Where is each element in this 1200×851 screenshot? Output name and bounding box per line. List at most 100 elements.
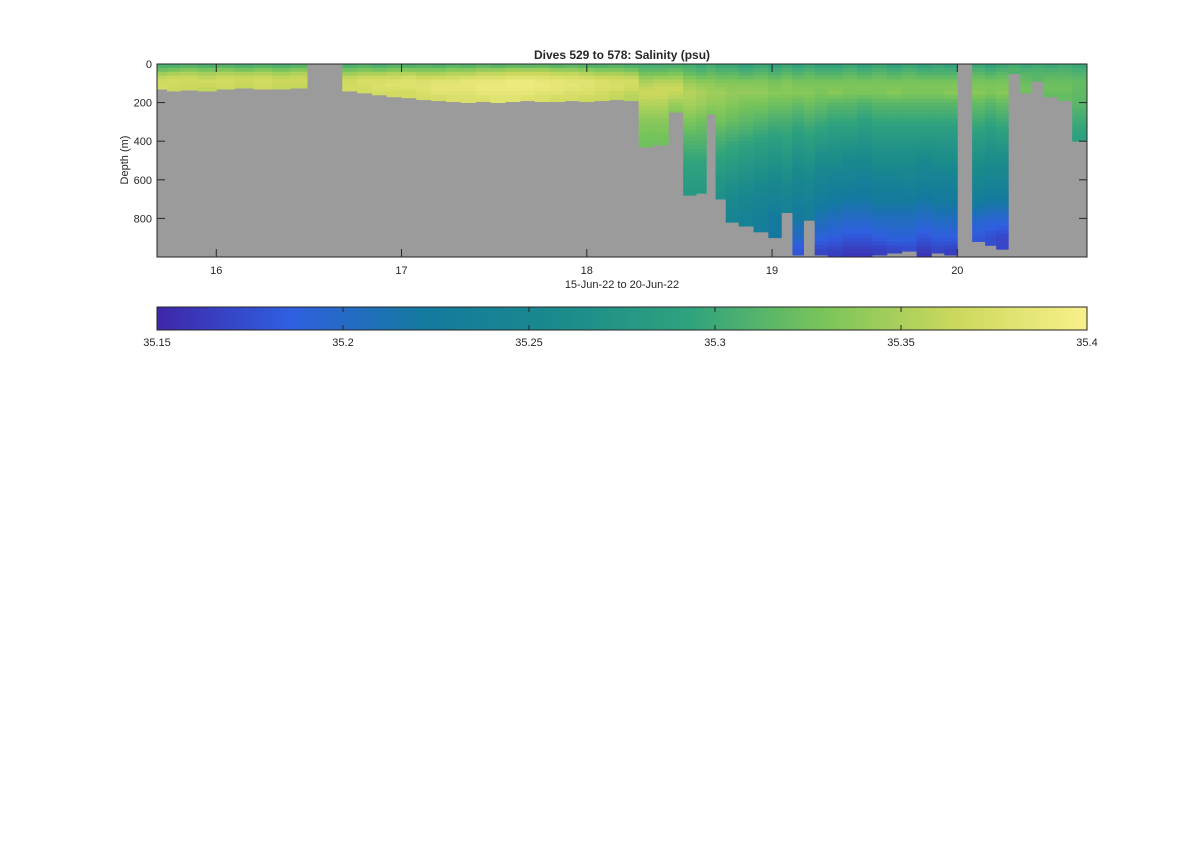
- salinity-cell: [781, 118, 793, 123]
- salinity-cell: [768, 179, 782, 185]
- salinity-cell: [638, 121, 654, 127]
- salinity-cell: [725, 145, 740, 150]
- salinity-cell: [814, 118, 829, 123]
- salinity-cell: [475, 71, 491, 76]
- salinity-cell: [549, 71, 565, 76]
- salinity-cell: [814, 75, 829, 80]
- salinity-cell: [916, 229, 932, 235]
- salinity-cell: [768, 187, 782, 192]
- salinity-cell: [803, 121, 816, 127]
- salinity-cell: [706, 71, 716, 76]
- salinity-cell: [972, 222, 986, 227]
- salinity-cell: [872, 102, 888, 107]
- salinity-cell: [792, 125, 804, 131]
- salinity-cell: [579, 75, 595, 80]
- salinity-cell: [901, 79, 917, 84]
- salinity-cell: [872, 145, 888, 150]
- salinity-cell: [916, 175, 932, 181]
- salinity-cell: [872, 125, 888, 131]
- salinity-cell: [792, 114, 804, 119]
- salinity-cell: [916, 137, 932, 142]
- salinity-cell: [803, 199, 816, 204]
- salinity-cell: [738, 214, 754, 219]
- salinity-cell: [842, 129, 858, 134]
- salinity-cell: [901, 210, 917, 215]
- salinity-cell: [972, 191, 986, 196]
- salinity-cell: [842, 253, 858, 257]
- salinity-cell: [886, 229, 903, 235]
- salinity-cell: [738, 114, 754, 119]
- salinity-cell: [972, 164, 986, 169]
- salinity-cell: [753, 118, 769, 123]
- salinity-cell: [753, 156, 769, 161]
- salinity-cell: [996, 206, 1009, 212]
- salinity-cell: [857, 118, 873, 123]
- salinity-cell: [715, 168, 727, 173]
- salinity-cell: [985, 114, 997, 119]
- salinity-cell: [931, 83, 945, 88]
- salinity-cell: [931, 229, 945, 235]
- salinity-cell: [842, 94, 858, 100]
- salinity-cell: [901, 206, 917, 212]
- salinity-cell: [792, 168, 804, 173]
- salinity-cell: [579, 98, 595, 103]
- salinity-cell: [753, 172, 769, 177]
- salinity-cell: [431, 71, 447, 76]
- profile-column: [1031, 64, 1044, 82]
- salinity-cell: [696, 64, 707, 69]
- salinity-cell: [996, 168, 1009, 173]
- salinity-cell: [996, 210, 1009, 215]
- salinity-cell: [216, 64, 236, 69]
- salinity-cell: [803, 125, 816, 131]
- salinity-cell: [996, 94, 1009, 100]
- salinity-cell: [768, 98, 782, 103]
- profile-column: [901, 64, 917, 252]
- salinity-cell: [996, 141, 1009, 146]
- salinity-cell: [1057, 91, 1073, 96]
- salinity-cell: [623, 79, 640, 84]
- salinity-cell: [668, 94, 684, 100]
- salinity-cell: [916, 233, 932, 239]
- salinity-cell: [916, 71, 932, 76]
- profile-column: [416, 64, 432, 101]
- salinity-cell: [886, 106, 903, 111]
- salinity-cell: [253, 75, 273, 80]
- salinity-cell: [944, 210, 958, 215]
- salinity-cell: [872, 148, 888, 154]
- salinity-cell: [715, 160, 727, 165]
- salinity-cell: [985, 121, 997, 127]
- salinity-cell: [814, 91, 829, 96]
- salinity-cell: [996, 148, 1009, 154]
- salinity-cell: [386, 67, 402, 73]
- salinity-cell: [972, 179, 986, 185]
- salinity-cell: [842, 202, 858, 208]
- salinity-cell: [901, 91, 917, 96]
- salinity-cell: [803, 206, 816, 212]
- salinity-cell: [401, 64, 417, 69]
- salinity-cell: [814, 133, 829, 138]
- salinity-cell: [696, 91, 707, 96]
- salinity-cell: [814, 83, 829, 88]
- salinity-cell: [1031, 67, 1044, 73]
- salinity-cells: [157, 64, 1087, 257]
- salinity-cell: [996, 102, 1009, 107]
- salinity-cell: [792, 148, 804, 154]
- salinity-cell: [857, 141, 873, 146]
- salinity-cell: [725, 191, 740, 196]
- salinity-cell: [715, 133, 727, 138]
- salinity-cell: [803, 195, 816, 200]
- salinity-cell: [505, 87, 521, 92]
- salinity-cell: [827, 137, 843, 142]
- salinity-cell: [901, 75, 917, 80]
- profile-column: [725, 64, 740, 223]
- salinity-cell: [446, 79, 462, 84]
- salinity-cell: [696, 168, 707, 173]
- salinity-cell: [683, 94, 697, 100]
- salinity-cell: [446, 83, 462, 88]
- colorbar-frame: [156, 306, 1088, 331]
- salinity-cell: [857, 226, 873, 231]
- salinity-cell: [916, 114, 932, 119]
- salinity-cell: [768, 160, 782, 165]
- profile-column: [564, 64, 580, 102]
- salinity-cell: [534, 98, 551, 103]
